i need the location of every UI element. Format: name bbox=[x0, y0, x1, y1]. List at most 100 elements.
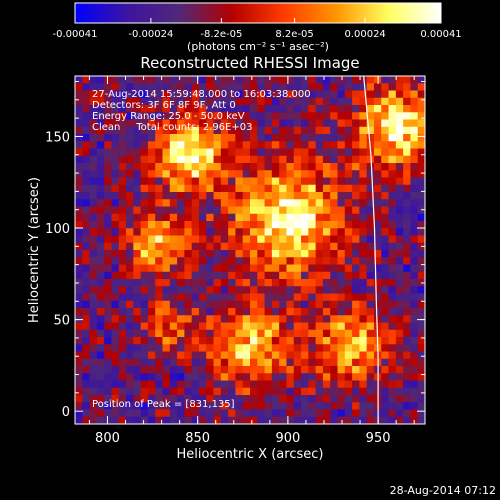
heatmap-cell bbox=[395, 322, 404, 331]
heatmap-cell bbox=[352, 206, 360, 215]
heatmap-cell bbox=[104, 90, 112, 99]
heatmap-cell bbox=[96, 177, 105, 186]
heatmap-cell bbox=[213, 112, 222, 120]
heatmap-cell bbox=[220, 163, 229, 171]
heatmap-cell bbox=[381, 141, 389, 149]
heatmap-cell bbox=[220, 148, 229, 157]
heatmap-cell bbox=[293, 148, 302, 157]
heatmap-cell bbox=[344, 76, 353, 84]
heatmap-cell bbox=[315, 271, 324, 280]
heatmap-cell bbox=[162, 199, 171, 207]
heatmap-cell bbox=[395, 97, 404, 106]
heatmap-cell bbox=[417, 221, 425, 229]
heatmap-cell bbox=[250, 192, 258, 200]
heatmap-cell bbox=[301, 358, 309, 367]
heatmap-cell bbox=[279, 170, 287, 178]
heatmap-cell bbox=[75, 177, 83, 186]
heatmap-cell bbox=[96, 105, 105, 113]
heatmap-cell bbox=[337, 184, 346, 193]
heatmap-cell bbox=[104, 170, 112, 178]
heatmap-cell bbox=[330, 373, 338, 381]
heatmap-cell bbox=[96, 322, 105, 331]
heatmap-cell bbox=[118, 148, 127, 157]
heatmap-cell bbox=[96, 250, 105, 258]
heatmap-cell bbox=[301, 322, 309, 331]
heatmap-cell bbox=[359, 351, 368, 360]
heatmap-cell bbox=[155, 257, 163, 265]
heatmap-cell bbox=[373, 97, 382, 106]
heatmap-cell bbox=[155, 344, 163, 352]
heatmap-cell bbox=[403, 119, 411, 128]
heatmap-cell bbox=[155, 235, 163, 244]
heatmap-cell bbox=[155, 90, 163, 99]
heatmap-cell bbox=[118, 206, 127, 215]
heatmap-cell bbox=[373, 271, 382, 280]
heatmap-cell bbox=[344, 126, 353, 135]
heatmap-cell bbox=[228, 141, 236, 149]
heatmap-cell bbox=[271, 366, 280, 374]
heatmap-cell bbox=[264, 235, 273, 244]
heatmap-cell bbox=[177, 134, 185, 142]
heatmap-cell bbox=[271, 358, 280, 367]
heatmap-cell bbox=[213, 409, 222, 418]
heatmap-cell bbox=[352, 83, 360, 91]
heatmap-cell bbox=[89, 177, 98, 186]
heatmap-cell bbox=[235, 90, 244, 99]
heatmap-cell bbox=[330, 366, 338, 374]
colorbar-tick-label: -8.2e-05 bbox=[200, 29, 242, 40]
heatmap-cell bbox=[359, 300, 368, 309]
heatmap-cell bbox=[155, 351, 163, 360]
heatmap-cell bbox=[417, 83, 425, 91]
heatmap-cell bbox=[75, 416, 83, 424]
heatmap-cell bbox=[286, 300, 295, 309]
heatmap-cell bbox=[373, 308, 382, 316]
heatmap-cell bbox=[279, 148, 287, 157]
heatmap-cell bbox=[257, 83, 265, 91]
heatmap-cell bbox=[140, 83, 149, 91]
heatmap-cell bbox=[381, 344, 389, 352]
heatmap-cell bbox=[403, 358, 411, 367]
heatmap-cell bbox=[403, 315, 411, 323]
heatmap-cell bbox=[126, 250, 134, 258]
heatmap-cell bbox=[366, 329, 375, 338]
heatmap-cell bbox=[111, 286, 120, 294]
heatmap-cell bbox=[177, 257, 185, 265]
heatmap-cell bbox=[140, 76, 149, 84]
heatmap-cell bbox=[89, 402, 98, 410]
heatmap-cell bbox=[228, 134, 236, 142]
heatmap-cell bbox=[82, 199, 90, 207]
heatmap-cell bbox=[96, 213, 105, 222]
heatmap-cell bbox=[301, 126, 309, 135]
heatmap-cell bbox=[308, 402, 317, 410]
heatmap-cell bbox=[96, 90, 105, 99]
heatmap-cell bbox=[359, 402, 368, 410]
heatmap-cell bbox=[279, 402, 287, 410]
heatmap-cell bbox=[286, 395, 295, 403]
heatmap-cell bbox=[133, 373, 142, 381]
heatmap-cell bbox=[410, 293, 419, 302]
heatmap-cell bbox=[388, 221, 397, 229]
heatmap-cell bbox=[118, 409, 127, 418]
heatmap-cell bbox=[162, 242, 171, 251]
heatmap-cell bbox=[155, 206, 163, 215]
heatmap-cell bbox=[403, 148, 411, 157]
heatmap-cell bbox=[373, 105, 382, 113]
heatmap-cell bbox=[337, 242, 346, 251]
heatmap-cell bbox=[388, 235, 397, 244]
heatmap-cell bbox=[89, 97, 98, 106]
heatmap-cell bbox=[359, 257, 368, 265]
heatmap-cell bbox=[111, 395, 120, 403]
heatmap-cell bbox=[301, 351, 309, 360]
heatmap-cell bbox=[75, 293, 83, 302]
heatmap-cell bbox=[96, 235, 105, 244]
heatmap-cell bbox=[228, 97, 236, 106]
heatmap-cell bbox=[337, 126, 346, 135]
heatmap-cell bbox=[140, 293, 149, 302]
heatmap-cell bbox=[286, 141, 295, 149]
heatmap-cell bbox=[264, 206, 273, 215]
heatmap-cell bbox=[235, 112, 244, 120]
heatmap-cell bbox=[352, 337, 360, 345]
heatmap-cell bbox=[89, 271, 98, 280]
heatmap-cell bbox=[133, 387, 142, 396]
heatmap-cell bbox=[213, 192, 222, 200]
